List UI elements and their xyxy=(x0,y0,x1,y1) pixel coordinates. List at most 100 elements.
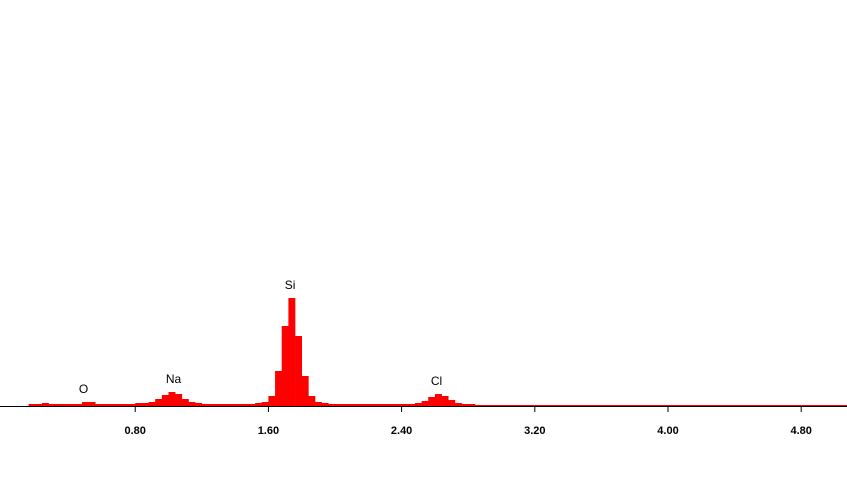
bar xyxy=(301,376,309,406)
bar xyxy=(75,404,83,406)
bar xyxy=(721,405,729,406)
bar xyxy=(394,404,402,406)
peak-label: Si xyxy=(285,278,296,292)
bar xyxy=(568,405,576,406)
bar xyxy=(794,405,802,406)
bar xyxy=(561,405,569,406)
x-tick-label: 3.20 xyxy=(524,425,545,437)
bar xyxy=(81,402,89,406)
bar xyxy=(521,405,529,406)
bar xyxy=(135,403,143,406)
bar xyxy=(614,405,622,406)
x-tick-label: 4.80 xyxy=(791,425,812,437)
bar xyxy=(335,404,342,406)
bar xyxy=(128,404,136,406)
bar xyxy=(281,326,289,406)
bar xyxy=(168,392,176,406)
x-tick-label: 4.00 xyxy=(657,425,678,437)
bar xyxy=(654,405,662,406)
bar xyxy=(508,405,516,406)
bar xyxy=(668,405,675,406)
bar xyxy=(308,396,316,406)
bar xyxy=(787,405,795,406)
bar xyxy=(621,405,629,406)
bar xyxy=(401,404,409,406)
bar xyxy=(827,405,835,406)
bar xyxy=(488,405,496,406)
bar xyxy=(101,404,109,406)
bar xyxy=(534,405,542,406)
bar xyxy=(68,404,76,406)
bar xyxy=(248,404,256,406)
bar xyxy=(181,399,189,406)
bar xyxy=(388,404,396,406)
bar xyxy=(541,405,549,406)
bar xyxy=(628,405,636,406)
bar xyxy=(834,405,842,406)
bar xyxy=(734,405,742,406)
bar xyxy=(148,402,156,406)
bar xyxy=(235,404,243,406)
bar xyxy=(687,405,695,406)
bar xyxy=(681,405,689,406)
bar xyxy=(807,405,815,406)
bar xyxy=(141,403,149,406)
bar xyxy=(374,404,382,406)
bar xyxy=(514,405,522,406)
x-tick-label: 2.40 xyxy=(391,425,412,437)
x-tick-label: 0.80 xyxy=(124,425,145,437)
bar xyxy=(501,405,509,406)
bar xyxy=(781,405,789,406)
x-tick-label: 1.60 xyxy=(258,425,279,437)
bar xyxy=(727,405,735,406)
bar xyxy=(441,396,449,406)
bar xyxy=(208,404,216,406)
bar xyxy=(601,405,609,406)
bar xyxy=(767,405,775,406)
bar xyxy=(241,404,249,406)
bar xyxy=(315,402,322,406)
bar xyxy=(275,371,283,406)
bar xyxy=(641,405,649,406)
bar xyxy=(548,405,556,406)
bar xyxy=(648,405,655,406)
bar xyxy=(574,405,582,406)
bar xyxy=(228,404,236,406)
bar xyxy=(261,402,269,406)
bar xyxy=(88,402,96,406)
bar xyxy=(35,404,43,406)
bar xyxy=(801,405,809,406)
bar xyxy=(381,404,389,406)
bar xyxy=(41,403,49,406)
bar xyxy=(221,404,229,406)
bar xyxy=(761,405,769,406)
bar xyxy=(288,298,296,406)
bar xyxy=(108,404,116,406)
bar xyxy=(661,405,669,406)
bar xyxy=(295,336,303,406)
bar xyxy=(468,404,476,406)
bar xyxy=(634,405,642,406)
bar xyxy=(528,405,536,406)
bar xyxy=(694,405,702,406)
bar xyxy=(368,404,376,406)
bar xyxy=(328,404,336,406)
bar xyxy=(161,395,169,406)
bar xyxy=(48,404,56,406)
bar xyxy=(361,404,369,406)
bar xyxy=(454,403,462,406)
bar xyxy=(321,403,329,406)
bar xyxy=(188,402,196,406)
bar xyxy=(714,405,722,406)
bar xyxy=(268,396,276,406)
bar xyxy=(448,400,456,406)
bar xyxy=(175,394,183,406)
bar xyxy=(155,399,163,406)
bar xyxy=(474,405,482,406)
bar xyxy=(588,405,596,406)
bar xyxy=(461,404,469,406)
bar xyxy=(215,404,223,406)
bar xyxy=(61,404,69,406)
